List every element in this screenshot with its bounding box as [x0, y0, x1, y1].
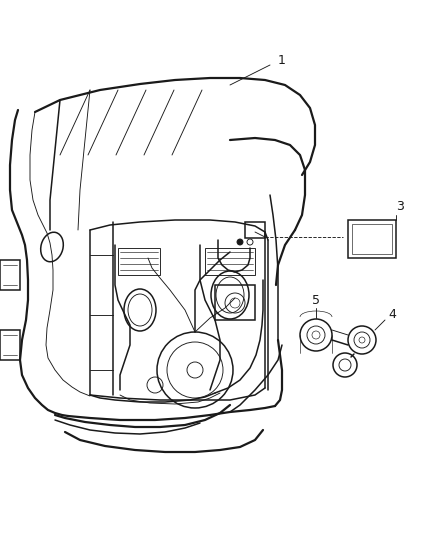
Circle shape	[237, 239, 243, 245]
Text: 3: 3	[396, 200, 404, 214]
Text: 5: 5	[312, 294, 320, 306]
Text: 4: 4	[388, 309, 396, 321]
Text: 1: 1	[278, 53, 286, 67]
